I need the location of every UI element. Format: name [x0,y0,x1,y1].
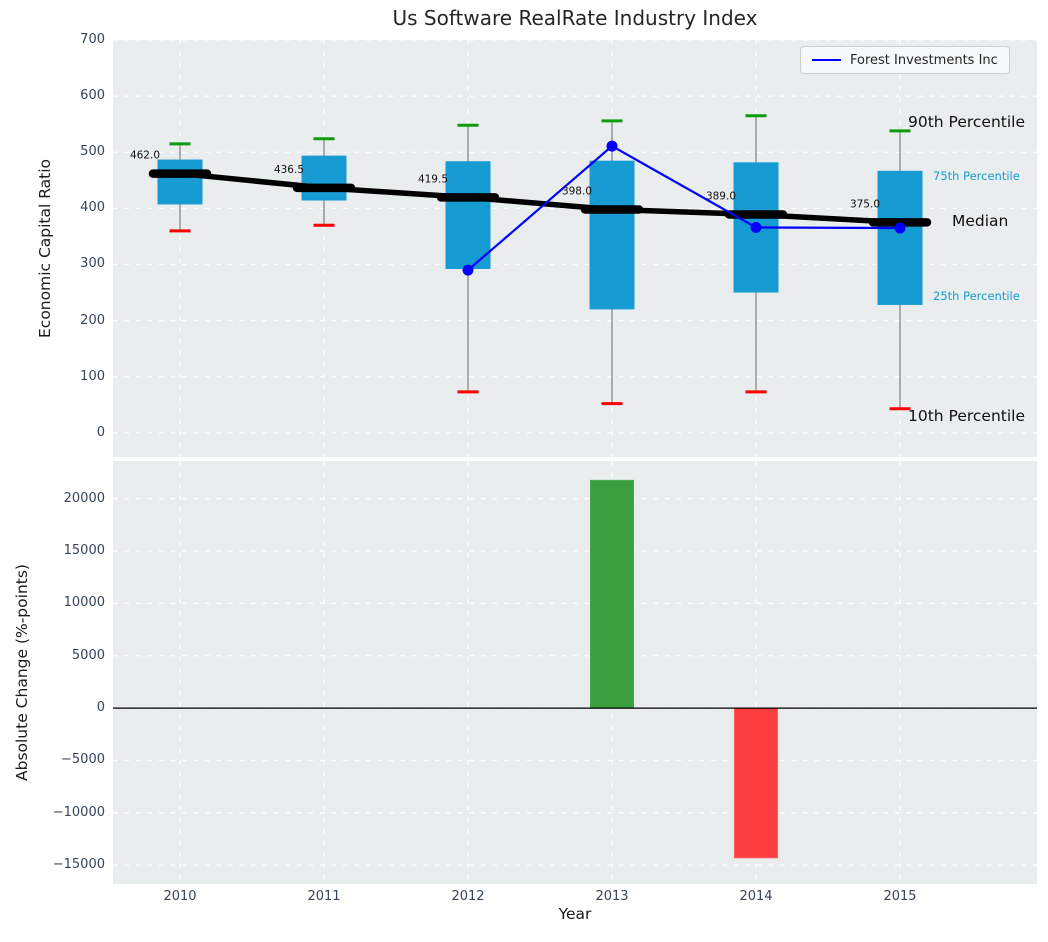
xtick-2013: 2013 [595,889,629,904]
ytick-bottom-5000: 5000 [71,647,105,663]
xtick-2015: 2015 [883,889,917,904]
ytick-bottom-0: 0 [96,700,105,716]
ytick-top-600: 600 [80,88,105,104]
boxplot-canvas: 462.0 436.5 419.5 398.0 389.0 375.0 [113,39,1037,457]
percentile-boxplot: 462.0 436.5 419.5 398.0 389.0 375.0 [113,39,1037,457]
iqr-box-2015 [877,170,923,305]
annotation-75th-percentile: 75th Percentile [933,169,1020,183]
company-point [606,140,618,152]
ytick-top-700: 700 [80,32,105,47]
change-bar-2013 [590,479,634,709]
legend: Forest Investments Inc [800,46,1010,74]
chart-title: Us Software RealRate Industry Index [392,6,758,30]
ytick-top-200: 200 [80,312,105,328]
company-point [462,264,474,276]
barchart-canvas [113,461,1037,884]
legend-line-icon [812,59,841,61]
ytick-bottom-20000: 20000 [63,490,105,506]
median-value-label: 436.5 [274,164,304,176]
ytick-bottom-15000: 15000 [63,543,105,559]
xtick-2014: 2014 [739,889,773,904]
median-value-label: 375.0 [850,198,880,210]
median-value-label: 389.0 [706,191,736,203]
x-axis-label: Year [558,905,592,923]
change-bar-2014 [734,707,778,859]
ytick-top-500: 500 [80,144,105,160]
xtick-2011: 2011 [307,889,341,904]
iqr-box-2013 [589,160,635,310]
ytick-bottom-−15000: −15000 [52,857,105,873]
company-point [750,221,762,233]
ytick-top-300: 300 [80,256,105,272]
company-point [894,222,906,234]
ytick-bottom-−10000: −10000 [52,804,105,820]
annotation-median: Median [952,212,1009,230]
ytick-top-100: 100 [80,368,105,384]
median-trend-line [179,170,901,226]
annotation-10th-percentile: 10th Percentile [908,407,1026,425]
iqr-box-2012 [445,161,491,269]
ytick-top-400: 400 [80,200,105,216]
xtick-2012: 2012 [451,889,485,904]
annotation-25th-percentile: 25th Percentile [933,289,1020,303]
company-line [467,144,901,271]
annotation-90th-percentile: 90th Percentile [908,113,1026,131]
ytick-top-0: 0 [96,424,105,440]
median-value-label: 398.0 [562,185,592,197]
xtick-2010: 2010 [163,889,197,904]
absolute-change-barchart [113,461,1037,884]
median-value-label: 419.5 [418,173,448,185]
ytick-bottom-10000: 10000 [63,595,105,611]
iqr-box-2011 [301,155,347,201]
iqr-box-2010 [157,159,203,205]
legend-label: Forest Investments Inc [850,52,998,68]
median-value-label: 462.0 [130,150,160,162]
ytick-bottom-−5000: −5000 [61,752,105,768]
y-axis-label-bottom: Absolute Change (%-points) [13,564,31,781]
